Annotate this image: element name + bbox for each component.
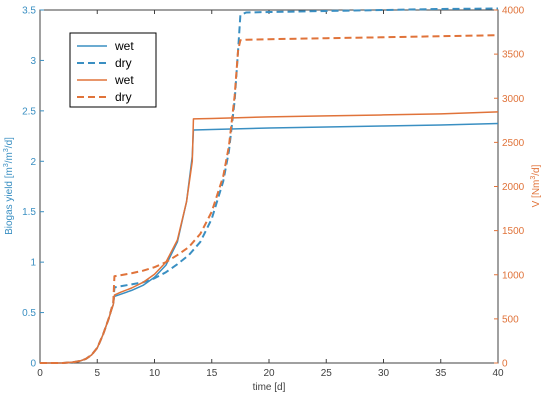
x-tick-label: 25 (321, 368, 333, 379)
legend-box (69, 32, 157, 108)
y-right-tick-label: 1500 (502, 226, 525, 237)
y-right-tick-label: 2000 (502, 182, 525, 193)
y-left-tick-label: 2 (30, 157, 36, 168)
y-left-tick-label: 3.5 (22, 6, 36, 17)
x-axis-ticks: 0 5 10 15 20 25 30 35 40 (37, 368, 504, 379)
x-tick-label: 10 (149, 368, 161, 379)
y-right-tick-label: 2500 (502, 138, 525, 149)
series-right-dry-line (40, 34, 499, 364)
y-left-tick-label: 1.5 (22, 207, 36, 218)
y-right-tick-label: 500 (502, 314, 519, 325)
legend-label: dry (115, 56, 132, 70)
x-tick-label: 15 (206, 368, 218, 379)
y-right-tick-label: 1000 (502, 270, 525, 281)
y-left-tick-label: 0 (30, 359, 36, 370)
y-right-tick-label: 3500 (502, 50, 525, 61)
x-tick-label: 40 (492, 368, 504, 379)
x-tick-label: 0 (37, 368, 43, 379)
legend-label: wet (114, 73, 134, 87)
x-tick-label: 30 (378, 368, 390, 379)
x-tick-label: 20 (263, 368, 275, 379)
y-right-tick-label: 0 (502, 359, 508, 370)
series-left-dry-line (40, 7, 499, 364)
legend-entry-3: wet (77, 73, 134, 87)
legend: wet dry wet dry (69, 32, 157, 108)
y-left-tick-label: 2.5 (22, 106, 36, 117)
y-left-axis-ticks: 0 0.5 1 1.5 2 2.5 3 3.5 (22, 6, 36, 370)
legend-label: dry (115, 90, 132, 104)
y-right-tick-label: 4000 (502, 6, 525, 17)
legend-entry-2: dry (77, 56, 132, 70)
y-right-axis-ticks: 0 500 1000 1500 2000 2500 3000 3500 4000 (502, 6, 525, 370)
y-right-tick-label: 3000 (502, 94, 525, 105)
x-tick-label: 5 (94, 368, 100, 379)
y-left-axis-title: Biogas yield [m3/m3/d] (3, 137, 15, 235)
y-right-axis-title: V [Nm3/d] (530, 164, 542, 207)
y-left-tick-label: 3 (30, 56, 36, 67)
x-tick-label: 35 (435, 368, 447, 379)
y-left-tick-label: 1 (30, 258, 36, 269)
x-axis-title: time [d] (253, 382, 286, 393)
y-left-tick-label: 0.5 (22, 308, 36, 319)
series-layer (40, 7, 499, 364)
legend-entry-4: dry (77, 90, 132, 104)
legend-entry-1: wet (77, 39, 134, 53)
legend-label: wet (114, 39, 134, 53)
